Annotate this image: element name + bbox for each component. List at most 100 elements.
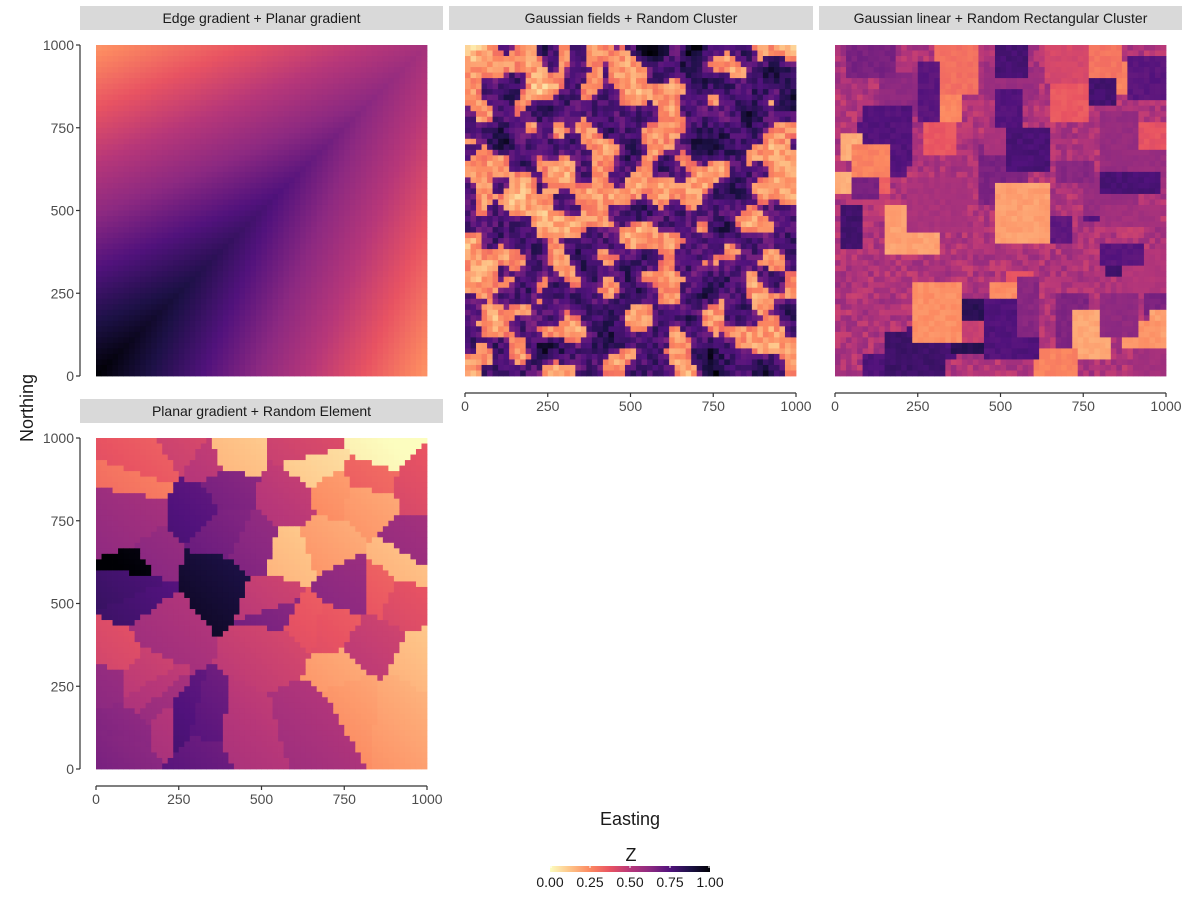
heatmap-cell xyxy=(173,271,180,278)
heatmap-cell xyxy=(713,138,720,145)
heatmap-cell xyxy=(211,50,218,57)
heatmap-cell xyxy=(261,326,268,333)
heatmap-cell xyxy=(206,182,213,189)
heatmap-cell xyxy=(167,254,174,261)
heatmap-cell xyxy=(344,309,351,316)
heatmap-cell xyxy=(366,243,373,250)
heatmap-cell xyxy=(222,309,229,316)
heatmap-cell xyxy=(300,364,307,371)
heatmap-cell xyxy=(112,315,119,322)
heatmap-cell xyxy=(167,72,174,79)
heatmap-cell xyxy=(151,89,158,96)
heatmap-cell xyxy=(261,315,268,322)
heatmap-cell xyxy=(112,304,119,311)
heatmap-cell xyxy=(283,72,290,79)
heatmap-cell xyxy=(140,276,147,283)
heatmap-cell xyxy=(525,100,532,107)
heatmap-cell xyxy=(542,83,549,90)
heatmap-cell xyxy=(222,83,229,90)
heatmap-cell xyxy=(184,216,191,222)
heatmap-cell xyxy=(580,45,587,51)
heatmap-cell xyxy=(167,144,174,151)
heatmap-cell xyxy=(415,298,422,305)
heatmap-cell xyxy=(773,138,780,145)
heatmap-cell xyxy=(195,304,202,311)
heatmap-cell xyxy=(707,160,714,167)
heatmap-cell xyxy=(773,67,780,73)
heatmap-cell xyxy=(195,138,202,145)
heatmap-cell xyxy=(520,100,527,107)
heatmap-cell xyxy=(503,127,510,134)
heatmap-cell xyxy=(608,144,615,151)
heatmap-cell xyxy=(338,78,345,85)
heatmap-cell xyxy=(206,260,213,267)
heatmap-cell xyxy=(580,72,587,79)
heatmap-cell xyxy=(520,78,527,85)
heatmap-cell xyxy=(145,271,152,278)
heatmap-cell xyxy=(768,78,775,85)
heatmap-cell xyxy=(96,177,102,184)
heatmap-cell xyxy=(140,260,147,267)
heatmap-cell xyxy=(189,155,196,162)
heatmap-cell xyxy=(702,166,709,173)
heatmap-cell xyxy=(773,94,780,101)
heatmap-cell xyxy=(118,89,124,96)
heatmap-cell xyxy=(476,111,482,118)
heatmap-cell xyxy=(702,127,709,134)
heatmap-cell xyxy=(421,144,428,151)
heatmap-cell xyxy=(233,78,240,85)
heatmap-cell xyxy=(404,271,411,278)
heatmap-cell xyxy=(151,138,158,145)
heatmap-cell xyxy=(140,100,147,107)
heatmap-cell xyxy=(294,171,301,178)
heatmap-cell xyxy=(355,116,362,123)
heatmap-cell xyxy=(333,287,340,294)
heatmap-cell xyxy=(349,293,356,300)
heatmap-cell xyxy=(322,364,329,371)
heatmap-cell xyxy=(366,160,373,167)
heatmap-cell xyxy=(129,100,136,107)
heatmap-cell xyxy=(591,50,598,57)
heatmap-cell xyxy=(101,216,108,222)
heatmap-cell xyxy=(366,309,373,316)
heatmap-cell xyxy=(206,320,213,327)
heatmap-cell xyxy=(261,111,268,118)
heatmap-cell xyxy=(311,72,318,79)
heatmap-cell xyxy=(751,50,758,57)
heatmap-cell xyxy=(658,160,664,167)
heatmap-cell xyxy=(388,232,395,239)
heatmap-cell xyxy=(691,111,698,118)
heatmap-cell xyxy=(399,83,406,90)
heatmap-cell xyxy=(300,353,307,360)
heatmap-cell xyxy=(768,105,775,112)
heatmap-cell xyxy=(503,116,510,123)
heatmap-cell xyxy=(415,72,422,79)
heatmap-cell xyxy=(222,160,229,167)
heatmap-cell xyxy=(200,67,207,73)
heatmap-cell xyxy=(300,309,307,316)
heatmap-cell xyxy=(399,100,406,107)
heatmap-cell xyxy=(255,155,262,162)
heatmap-cell xyxy=(145,265,152,272)
heatmap-cell xyxy=(619,155,626,162)
heatmap-cell xyxy=(613,127,620,134)
heatmap-cell xyxy=(327,160,334,167)
heatmap-cell xyxy=(641,72,648,79)
heatmap-cell xyxy=(145,298,152,305)
heatmap-cell xyxy=(382,127,389,134)
heatmap-cell xyxy=(261,238,268,244)
heatmap-cell xyxy=(300,166,307,173)
heatmap-cell xyxy=(267,232,273,239)
heatmap-cell xyxy=(233,89,240,96)
heatmap-cell xyxy=(366,287,373,294)
heatmap-cell xyxy=(300,227,307,233)
heatmap-cell xyxy=(217,370,224,377)
heatmap-cell xyxy=(151,337,158,344)
heatmap-cell xyxy=(784,116,791,123)
heatmap-cell xyxy=(239,138,246,145)
heatmap-cell xyxy=(211,105,218,112)
heatmap-cell xyxy=(101,249,108,256)
heatmap-cell xyxy=(421,320,428,327)
heatmap-cell xyxy=(101,315,108,322)
heatmap-cell xyxy=(244,364,251,371)
